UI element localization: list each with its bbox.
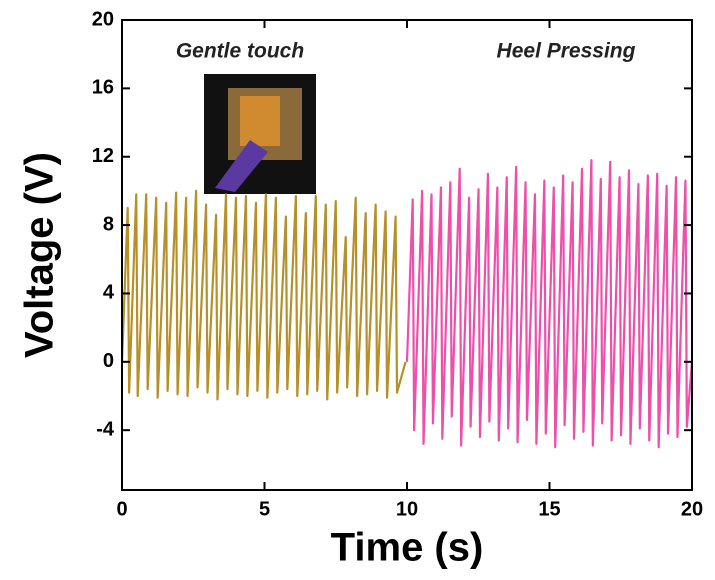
x-tick-label: 15: [538, 498, 560, 520]
series-label: Gentle touch: [176, 40, 304, 63]
y-tick-label: 20: [92, 8, 114, 30]
y-tick-label: 12: [92, 145, 114, 167]
y-tick-label: 0: [103, 350, 114, 372]
x-axis-title: Time (s): [331, 526, 484, 570]
y-tick-label: 4: [103, 282, 115, 304]
data-line: [120, 189, 407, 401]
y-tick-label: -4: [96, 418, 115, 440]
y-tick-label: 16: [92, 77, 114, 99]
x-tick-label: 5: [259, 498, 270, 520]
x-tick-label: 20: [681, 498, 703, 520]
data-line: [405, 159, 694, 449]
x-tick-label: 0: [116, 498, 127, 520]
y-tick-label: 8: [103, 213, 114, 235]
y-axis-title: Voltage (V): [18, 152, 62, 358]
series-label: Heel Pressing: [497, 40, 636, 63]
x-tick-label: 10: [396, 498, 418, 520]
inset-photo: [204, 74, 316, 194]
